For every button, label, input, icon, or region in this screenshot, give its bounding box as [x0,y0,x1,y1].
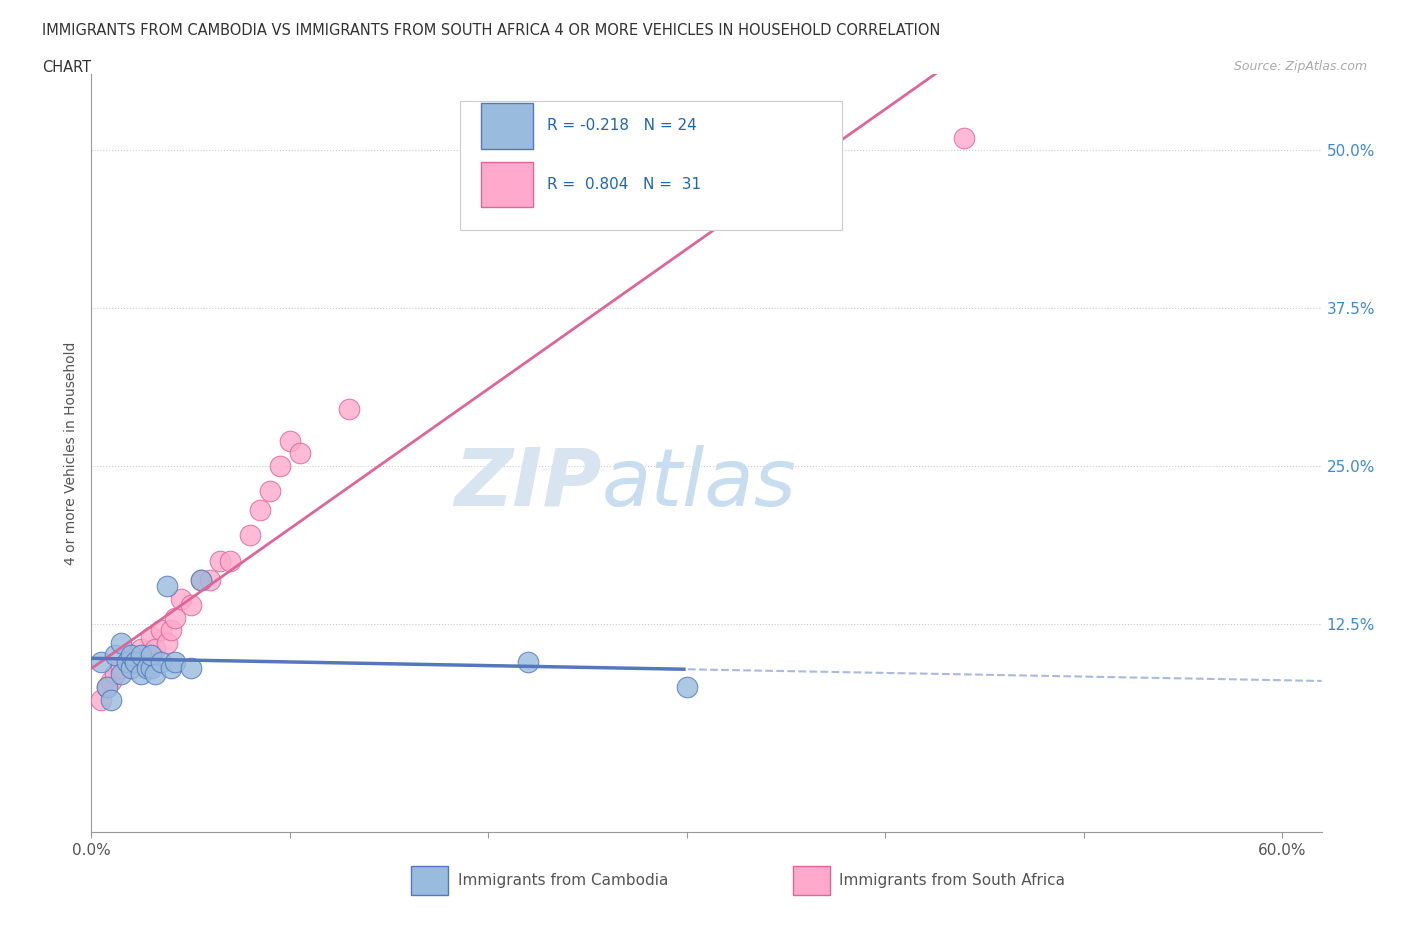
Point [139,629,162,644]
Point [269,458,291,473]
Point [129,648,152,663]
Point [139,660,162,675]
Point [159,660,181,675]
Point [190,572,212,587]
Text: CHART: CHART [42,60,91,75]
Point [219,553,242,568]
Point [90,655,112,670]
Point [180,598,202,613]
Point [149,655,172,670]
Point [190,572,212,587]
Point [120,660,142,675]
Point [180,660,202,675]
Bar [793,866,830,895]
Point [115,655,138,670]
Point [143,667,166,682]
Point [249,503,271,518]
Point [110,660,132,675]
Bar [411,866,449,895]
Point [110,667,132,682]
Point [124,655,146,670]
Point [129,642,152,657]
Text: Immigrants from Cambodia: Immigrants from Cambodia [458,872,668,887]
Point [115,655,138,670]
Point [96,680,118,695]
Point [110,635,132,650]
Point [163,610,186,625]
Point [209,553,232,568]
Text: R = -0.218   N = 24: R = -0.218 N = 24 [547,118,696,133]
Text: Source: ZipAtlas.com: Source: ZipAtlas.com [1233,60,1367,73]
Point [170,591,193,606]
Point [129,667,152,682]
Point [104,667,127,682]
Bar [481,162,533,207]
Point [136,648,159,663]
Point [139,648,162,663]
Point [136,660,159,675]
Text: IMMIGRANTS FROM CAMBODIA VS IMMIGRANTS FROM SOUTH AFRICA 4 OR MORE VEHICLES IN H: IMMIGRANTS FROM CAMBODIA VS IMMIGRANTS F… [42,23,941,38]
Bar [481,103,533,149]
Point [156,635,179,650]
Text: atlas: atlas [602,445,797,523]
Point [100,692,122,707]
Text: R =  0.804   N =  31: R = 0.804 N = 31 [547,177,700,192]
FancyBboxPatch shape [460,101,842,230]
Point [129,655,152,670]
Point [100,673,122,688]
Point [149,623,172,638]
Point [239,528,262,543]
Point [337,402,360,417]
Point [156,578,179,593]
Point [163,655,186,670]
Text: Immigrants from South Africa: Immigrants from South Africa [839,872,1066,887]
Point [516,655,538,670]
Point [288,446,311,461]
Point [159,623,181,638]
Point [120,648,142,663]
Text: ZIP: ZIP [454,445,602,523]
Point [259,484,281,498]
Point [90,692,112,707]
Point [278,433,301,448]
Point [143,642,166,657]
Y-axis label: 4 or more Vehicles in Household: 4 or more Vehicles in Household [65,341,79,565]
Point [120,660,142,675]
Point [200,572,222,587]
Point [104,648,127,663]
Point [675,680,697,695]
Point [124,655,146,670]
Point [953,130,976,145]
Point [96,680,118,695]
